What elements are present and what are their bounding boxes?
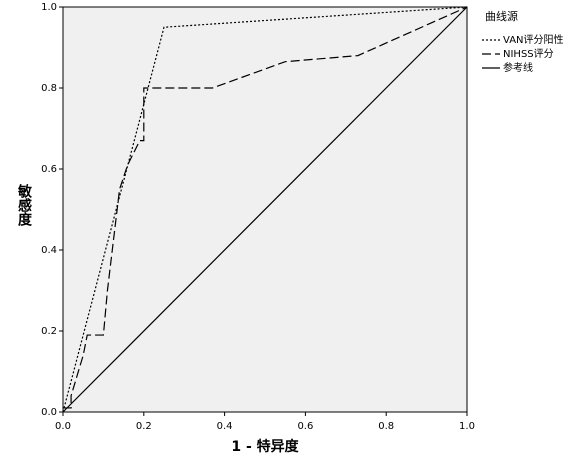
y-tick-label: 0.6 [41,164,57,175]
legend-label: NIHSS评分 [503,48,554,60]
x-tick-label: 0.2 [136,421,152,432]
y-tick-label: 1.0 [41,2,57,13]
x-tick-label: 0.6 [297,421,313,432]
roc-line [63,6,468,409]
y-tick-label: 0.0 [41,407,57,418]
x-axis-label: 1 - 特异度 [231,438,299,455]
legend-label: 参考线 [503,61,533,74]
x-tick-label: 0.4 [217,421,233,432]
legend-label: VAN评分阳性 [503,33,564,46]
x-tick-label: 0.0 [55,421,71,432]
y-tick-label: 0.8 [41,83,57,94]
roc-line [62,6,468,413]
x-tick-label: 0.8 [378,421,394,432]
roc-line [62,6,468,413]
legend-title: 曲线源 [485,9,518,23]
y-axis-label: 敏感度 [16,183,33,227]
y-tick-label: 0.2 [41,326,57,337]
y-tick-label: 0.4 [41,245,57,256]
x-tick-label: 1.0 [459,421,475,432]
